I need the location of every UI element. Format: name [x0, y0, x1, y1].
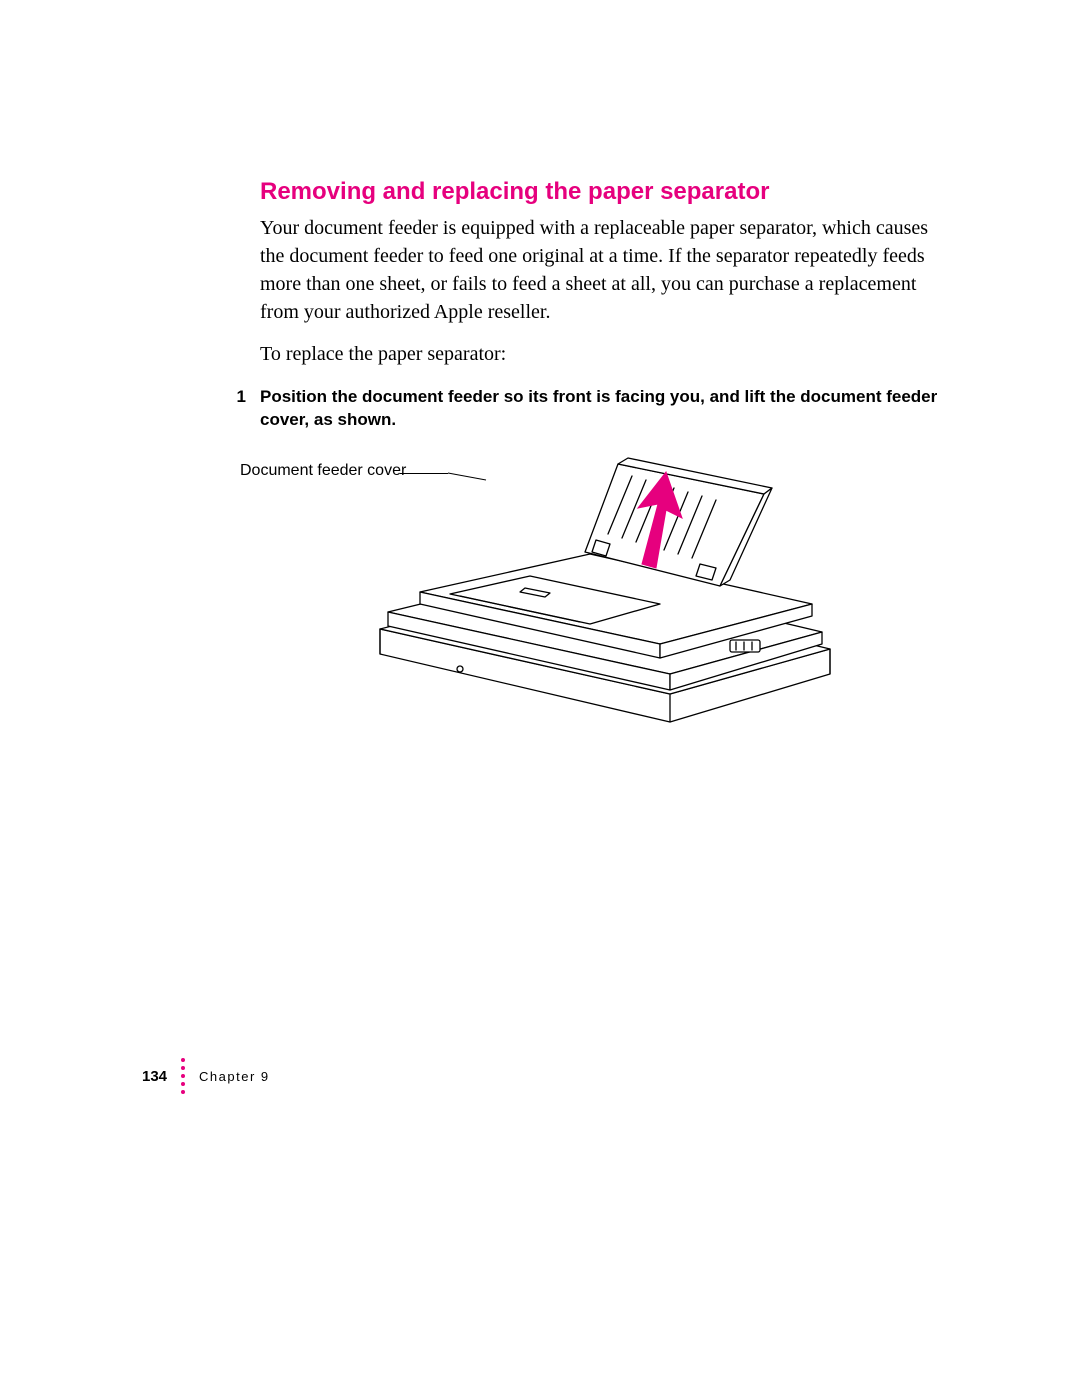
section-heading: Removing and replacing the paper separat… — [260, 178, 940, 206]
step-1: 1 Position the document feeder so its fr… — [226, 386, 940, 432]
intro-paragraph: Your document feeder is equipped with a … — [260, 214, 940, 326]
scanner-illustration — [360, 444, 880, 744]
page-number: 134 — [142, 1068, 167, 1085]
figure: Document feeder cover — [240, 450, 880, 750]
chapter-label: Chapter 9 — [199, 1069, 270, 1084]
step-text: Position the document feeder so its fron… — [260, 386, 940, 432]
page-content: Removing and replacing the paper separat… — [260, 178, 940, 750]
page-footer: 134 Chapter 9 — [142, 1058, 270, 1094]
footer-dots — [181, 1058, 185, 1094]
step-number: 1 — [226, 386, 260, 409]
instruction-line: To replace the paper separator: — [260, 340, 940, 368]
